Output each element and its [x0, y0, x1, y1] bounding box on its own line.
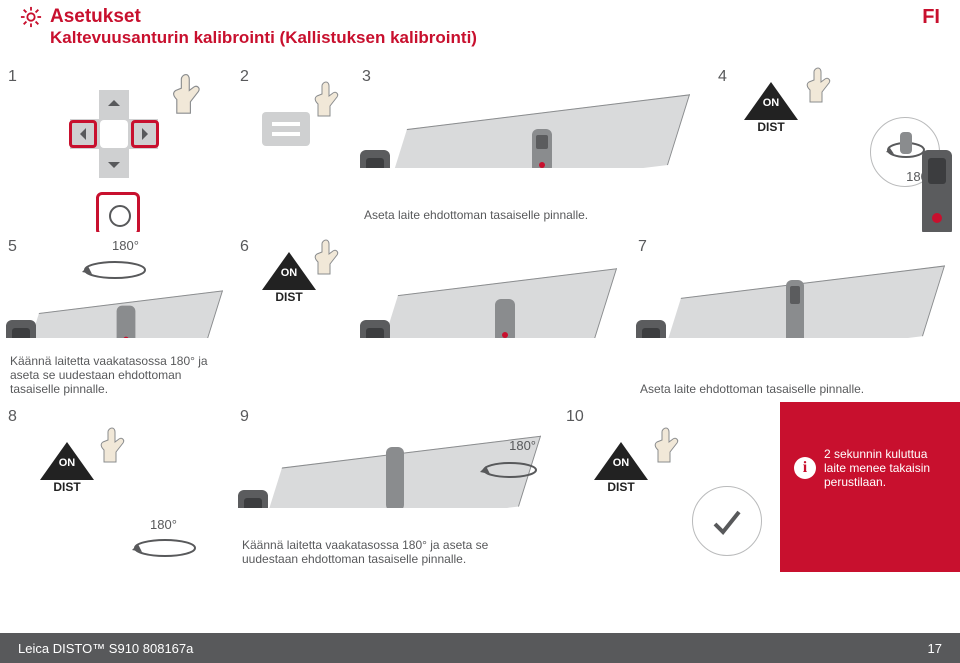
step-9: 9 180° Käännä laitetta vaakatasossa 180°…: [232, 402, 556, 572]
info-panel: i 2 sekunnin kuluttua laite menee takais…: [780, 402, 960, 572]
on-label: ON: [744, 97, 798, 109]
step-caption: Käännä laitetta vaakatasossa 180° ja ase…: [10, 354, 220, 396]
on-dist-button-icon: ON DIST: [744, 82, 798, 128]
on-label: ON: [40, 457, 94, 469]
step-number: 6: [240, 238, 249, 256]
step-1: 1: [0, 62, 230, 232]
step-row-1: 1 2 3: [0, 62, 960, 232]
step-7: 7 Aseta laite ehdottoman tasaiselle pinn…: [630, 232, 960, 402]
step-row-2: 5 180° Käännä laitetta vaakatas: [0, 232, 960, 402]
step-number: 4: [718, 68, 727, 86]
step-number: 8: [8, 408, 17, 426]
step-number: 1: [8, 68, 17, 86]
step-caption: Aseta laite ehdottoman tasaiselle pinnal…: [364, 208, 698, 222]
rotation-label: 180°: [150, 517, 177, 532]
page-footer: Leica DISTO™ S910 808167a 17: [0, 633, 960, 663]
device-on-surface-icon: [480, 293, 530, 359]
page-subtitle: Kaltevuusanturin kalibrointi (Kallistuks…: [50, 28, 944, 48]
step-10: 10 ON DIST: [558, 402, 778, 572]
rotation-label: 180°: [509, 438, 536, 453]
on-dist-button-icon: ON DIST: [262, 252, 316, 298]
page-title: Asetukset: [50, 6, 944, 28]
step-3: 3 Aseta laite ehdottoman tasaiselle pinn…: [354, 62, 708, 232]
step-2: 2: [232, 62, 352, 232]
step-5: 5 180° Käännä laitetta vaakatas: [0, 232, 230, 402]
step-row-3: 8 ON DIST 180° 9: [0, 402, 960, 572]
page-header: Asetukset Kaltevuusanturin kalibrointi (…: [0, 0, 960, 52]
product-label: Leica DISTO™ S910 808167a: [18, 641, 193, 656]
page-number: 17: [928, 641, 942, 656]
on-label: ON: [594, 457, 648, 469]
check-icon: [709, 504, 745, 540]
hand-icon: [652, 426, 686, 472]
gear-icon: [20, 6, 42, 28]
language-code: FI: [922, 6, 940, 29]
info-text: 2 sekunnin kuluttua laite menee takaisin…: [824, 447, 948, 489]
device-standing-icon: [375, 443, 415, 523]
dist-label: DIST: [594, 480, 648, 494]
surface-illustration: [630, 232, 960, 402]
dpad-icon: [70, 90, 158, 178]
device-on-surface-icon: [101, 300, 151, 362]
hand-icon: [312, 80, 346, 126]
hand-icon: [170, 72, 204, 118]
dist-label: DIST: [40, 480, 94, 494]
step-caption: Aseta laite ehdottoman tasaiselle pinnal…: [640, 382, 950, 396]
calibration-target-icon: [96, 192, 140, 232]
step-8: 8 ON DIST 180°: [0, 402, 230, 572]
device-standing-icon: [775, 276, 815, 356]
step-4: 4 ON DIST 180°: [710, 62, 960, 232]
device-on-surface-icon: [517, 123, 567, 189]
dist-label: DIST: [744, 120, 798, 134]
step-number: 10: [566, 408, 584, 426]
device-icon: [354, 318, 410, 402]
hand-icon: [804, 66, 838, 112]
on-dist-button-icon: ON DIST: [594, 442, 648, 488]
on-dist-button-icon: ON DIST: [40, 442, 94, 488]
surface-illustration: [354, 232, 628, 402]
dist-label: DIST: [262, 290, 316, 304]
equals-button-icon: [262, 112, 310, 146]
step-6b-illustration: [354, 232, 628, 402]
rotate-arrow-icon: [480, 456, 540, 480]
rotate-arrow-icon: [130, 532, 200, 558]
hand-icon: [98, 426, 132, 472]
done-bubble: [692, 486, 762, 556]
step-caption: Käännä laitetta vaakatasossa 180° ja ase…: [242, 538, 546, 566]
device-icon: [904, 148, 960, 232]
on-label: ON: [262, 267, 316, 279]
surface-illustration: [354, 62, 708, 232]
hand-icon: [312, 238, 346, 284]
info-icon: i: [794, 457, 816, 479]
step-number: 2: [240, 68, 249, 86]
step-6: 6 ON DIST: [232, 232, 352, 402]
